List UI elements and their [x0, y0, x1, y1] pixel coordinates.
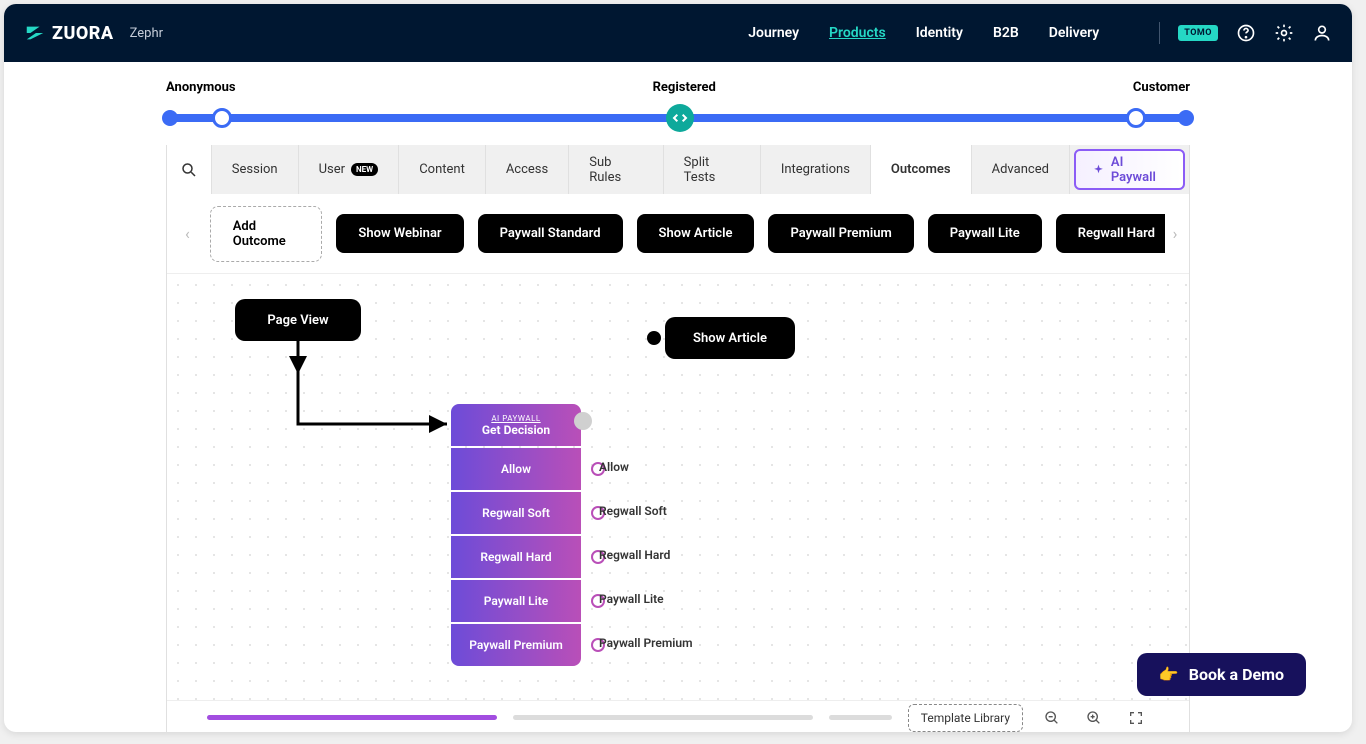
brand-sub: Zephr — [130, 26, 163, 41]
user-icon[interactable] — [1312, 23, 1332, 43]
tab-integrations[interactable]: Integrations — [761, 145, 871, 194]
ai-input-port[interactable] — [574, 412, 592, 430]
tab-sub-rules[interactable]: Sub Rules — [569, 145, 663, 194]
pill-regwall-hard[interactable]: Regwall Hard — [1056, 214, 1177, 253]
ai-decision-stack[interactable]: AI PAYWALL Get Decision AllowAllow Regwa… — [451, 404, 581, 666]
branch-regwall-soft[interactable]: Regwall SoftRegwall Soft — [451, 492, 581, 534]
flow-canvas[interactable]: Page View Show Article AI PAYWALL Get De… — [167, 274, 1189, 732]
journey-label-registered: Registered — [653, 80, 716, 95]
pills-prev-icon[interactable]: ‹ — [179, 214, 196, 254]
nav-b2b[interactable]: B2B — [993, 25, 1019, 41]
pills-next-icon[interactable]: › — [1165, 214, 1185, 254]
sparkle-icon — [1092, 163, 1105, 177]
rules-panel: Session UserNEW Content Access Sub Rules… — [166, 145, 1190, 732]
branch-regwall-hard[interactable]: Regwall HardRegwall Hard — [451, 536, 581, 578]
book-demo-button[interactable]: 👉 Book a Demo — [1137, 653, 1306, 696]
node-show-article[interactable]: Show Article — [665, 317, 795, 359]
zoom-out-icon[interactable] — [1039, 705, 1065, 731]
tab-split-tests[interactable]: Split Tests — [664, 145, 761, 194]
pill-paywall-standard[interactable]: Paywall Standard — [478, 214, 623, 253]
journey-label-anonymous: Anonymous — [166, 80, 236, 95]
tab-user[interactable]: UserNEW — [299, 145, 400, 194]
pill-show-article[interactable]: Show Article — [637, 214, 755, 253]
pill-show-webinar[interactable]: Show Webinar — [336, 214, 463, 253]
canvas-bottom-bar: Template Library — [167, 700, 1189, 732]
nav-identity[interactable]: Identity — [916, 25, 963, 41]
branch-paywall-premium[interactable]: Paywall PremiumPaywall Premium — [451, 624, 581, 666]
nav-journey[interactable]: Journey — [748, 25, 799, 41]
tab-advanced[interactable]: Advanced — [972, 145, 1070, 194]
pill-paywall-lite[interactable]: Paywall Lite — [928, 214, 1042, 253]
settings-icon[interactable] — [1274, 23, 1294, 43]
progress-segment-2 — [513, 715, 813, 720]
journey-handle-left[interactable] — [212, 108, 232, 128]
connector-dot — [647, 331, 661, 345]
tab-content[interactable]: Content — [399, 145, 486, 194]
template-library-button[interactable]: Template Library — [908, 704, 1023, 732]
outcome-pills: ‹ Add Outcome Show Webinar Paywall Stand… — [167, 194, 1189, 274]
journey-handle-center[interactable] — [666, 104, 694, 132]
journey-handle-right[interactable] — [1126, 108, 1146, 128]
branch-allow[interactable]: AllowAllow — [451, 448, 581, 490]
nav-products[interactable]: Products — [829, 25, 886, 41]
progress-segment-1 — [207, 715, 497, 720]
tab-session[interactable]: Session — [212, 145, 299, 194]
brand-name: ZUORA — [52, 23, 114, 44]
app-header: ZUORA Zephr Journey Products Identity B2… — [4, 4, 1352, 62]
help-icon[interactable] — [1236, 23, 1256, 43]
tomo-badge[interactable]: TOMO — [1178, 25, 1218, 41]
pointer-icon: 👉 — [1159, 665, 1179, 684]
progress-segment-3 — [829, 715, 892, 720]
tab-bar: Session UserNEW Content Access Sub Rules… — [167, 145, 1189, 194]
node-page-view[interactable]: Page View — [235, 299, 361, 341]
brand-logo: ZUORA Zephr — [24, 22, 163, 44]
ai-decision-head[interactable]: AI PAYWALL Get Decision — [451, 404, 581, 446]
nav-delivery[interactable]: Delivery — [1049, 25, 1100, 41]
fullscreen-icon[interactable] — [1123, 705, 1149, 731]
zoom-in-icon[interactable] — [1081, 705, 1107, 731]
tab-access[interactable]: Access — [486, 145, 569, 194]
top-nav: Journey Products Identity B2B Delivery T… — [748, 22, 1332, 44]
tab-ai-paywall[interactable]: AI Paywall — [1074, 149, 1185, 190]
journey-label-customer: Customer — [1133, 80, 1190, 95]
pill-paywall-premium[interactable]: Paywall Premium — [768, 214, 913, 253]
branch-paywall-lite[interactable]: Paywall LitePaywall Lite — [451, 580, 581, 622]
add-outcome-button[interactable]: Add Outcome — [210, 206, 323, 262]
tab-search-icon[interactable] — [167, 145, 212, 194]
journey-slider: Anonymous Registered Customer — [4, 62, 1352, 145]
tab-outcomes[interactable]: Outcomes — [871, 145, 972, 194]
zuora-logo-icon — [24, 22, 46, 44]
